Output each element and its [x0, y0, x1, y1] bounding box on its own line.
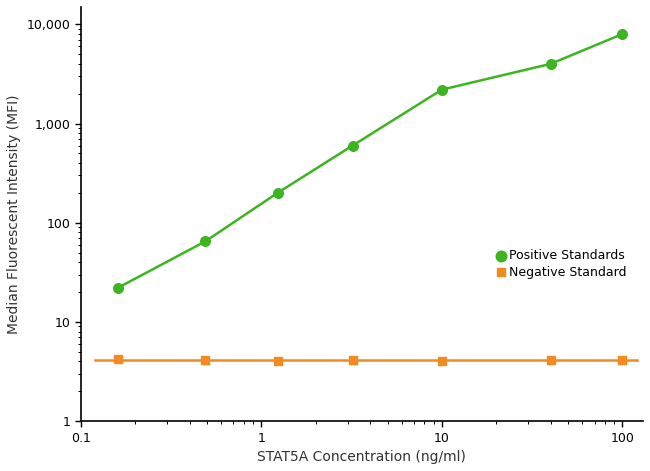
- X-axis label: STAT5A Concentration (ng/ml): STAT5A Concentration (ng/ml): [257, 450, 466, 464]
- Negative Standard: [347, 357, 358, 364]
- Positive Standards: [347, 142, 358, 149]
- Positive Standards: [272, 189, 283, 197]
- Positive Standards: [437, 86, 447, 93]
- Positive Standards: [200, 237, 211, 245]
- Negative Standard: [437, 357, 447, 365]
- Negative Standard: [272, 357, 283, 365]
- Legend: Positive Standards, Negative Standard: Positive Standards, Negative Standard: [493, 244, 631, 284]
- Positive Standards: [618, 30, 628, 38]
- Negative Standard: [545, 357, 556, 364]
- Positive Standards: [545, 60, 556, 68]
- Positive Standards: [112, 284, 123, 292]
- Y-axis label: Median Fluorescent Intensity (MFI): Median Fluorescent Intensity (MFI): [7, 94, 21, 334]
- Negative Standard: [200, 357, 211, 364]
- Negative Standard: [618, 357, 628, 364]
- Negative Standard: [112, 356, 123, 363]
